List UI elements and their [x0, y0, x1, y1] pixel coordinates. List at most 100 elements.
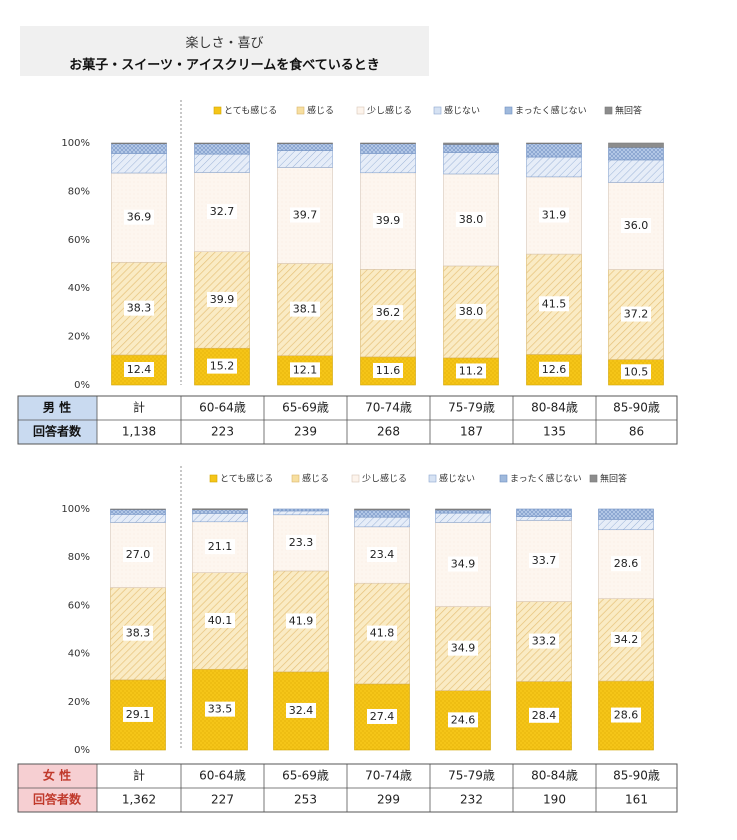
data-label: 40.1 — [208, 614, 233, 627]
data-label-bg — [290, 301, 320, 317]
data-label-bg — [373, 213, 403, 229]
table-respondent-count: 239 — [294, 425, 317, 439]
table-respondent-count: 135 — [543, 425, 566, 439]
bar-segment — [110, 508, 166, 510]
data-label: 32.4 — [289, 704, 314, 717]
data-label: 32.7 — [210, 205, 235, 218]
chart-title-line1: 楽しさ・喜び — [185, 36, 264, 51]
table-category-label: 70-74歳 — [365, 401, 412, 415]
bar-segment — [277, 150, 333, 168]
bar-segment — [192, 508, 248, 511]
y-tick-label: 60% — [68, 600, 90, 611]
bar-segment — [608, 147, 664, 161]
y-tick-label: 0% — [74, 380, 90, 391]
bar-segment — [608, 142, 664, 148]
data-label: 34.9 — [451, 642, 476, 655]
data-label-bg — [621, 218, 651, 234]
bar-segment — [194, 153, 250, 173]
table-category-label: 70-74歳 — [365, 769, 412, 783]
bar-segment — [194, 142, 250, 145]
legend-swatch — [428, 474, 437, 483]
table-respondent-count: 161 — [625, 793, 648, 807]
data-label: 12.4 — [127, 363, 152, 376]
bar-segment — [354, 508, 410, 511]
data-label: 41.5 — [542, 297, 567, 310]
data-label: 39.9 — [376, 214, 401, 227]
bar-segment — [192, 513, 248, 523]
data-label-bg — [539, 361, 569, 377]
table-group-label: 女 性 — [43, 768, 71, 783]
y-tick-label: 40% — [68, 649, 90, 660]
legend-label: 感じる — [307, 105, 334, 117]
table-respondent-count: 223 — [211, 425, 234, 439]
legend-label: 感じない — [444, 105, 480, 117]
bar-segment — [443, 144, 499, 153]
data-label-bg — [290, 362, 320, 378]
data-label-bg — [456, 303, 486, 319]
bar-segment — [273, 510, 329, 516]
data-label: 12.6 — [542, 363, 567, 376]
table-respondent-count: 86 — [629, 425, 644, 439]
data-label-bg — [373, 362, 403, 378]
table-category-label: 80-84歳 — [531, 401, 578, 415]
data-label-bg — [207, 291, 237, 307]
data-label-bg — [621, 364, 651, 380]
data-label: 34.9 — [451, 558, 476, 571]
data-label-bg — [367, 625, 397, 641]
bar-segment — [194, 143, 250, 155]
data-label: 41.8 — [370, 627, 395, 640]
data-label: 41.9 — [289, 614, 314, 627]
data-label: 29.1 — [126, 708, 151, 721]
bar-segment — [526, 143, 582, 158]
data-label-bg — [611, 707, 641, 723]
data-label-bg — [205, 612, 235, 628]
legend-label: 少し感じる — [367, 105, 412, 117]
y-tick-label: 40% — [68, 283, 90, 294]
table-category-label: 計 — [133, 768, 145, 783]
bar-segment — [110, 509, 166, 515]
data-label-bg — [456, 211, 486, 227]
bar-segment — [354, 516, 410, 528]
data-label-bg — [290, 207, 320, 223]
table-respondent-count: 232 — [460, 793, 483, 807]
table-category-label: 75-79歳 — [448, 769, 495, 783]
data-label: 21.1 — [208, 540, 233, 553]
data-label-bg — [529, 633, 559, 649]
data-label: 27.4 — [370, 710, 395, 723]
data-label: 23.3 — [289, 536, 314, 549]
table-header-cell — [18, 788, 97, 812]
data-label-bg — [123, 625, 153, 641]
bar-segment — [273, 508, 329, 512]
data-label: 36.2 — [376, 306, 401, 319]
data-label: 33.7 — [532, 554, 557, 567]
legend-swatch — [209, 474, 218, 483]
data-label-bg — [286, 534, 316, 550]
data-label: 36.0 — [624, 219, 649, 232]
bar-segment — [192, 509, 248, 514]
table-category-label: 65-69歳 — [282, 401, 329, 415]
legend-label: まったく感じない — [515, 105, 587, 117]
data-label-bg — [286, 613, 316, 629]
data-label: 28.6 — [614, 557, 639, 570]
legend-label: 少し感じる — [362, 473, 407, 485]
bar-segment — [360, 153, 416, 174]
legend-label: 無回答 — [615, 105, 642, 117]
table-respondent-count: 190 — [543, 793, 566, 807]
bar-segment — [111, 153, 167, 174]
data-label: 37.2 — [624, 308, 649, 321]
bar-segment — [526, 156, 582, 178]
legend-swatch — [213, 106, 222, 115]
data-label-bg — [286, 702, 316, 718]
data-label-bg — [367, 547, 397, 563]
bar-segment — [360, 143, 416, 154]
data-label: 33.5 — [208, 703, 233, 716]
bar-segment — [435, 509, 491, 514]
data-label: 11.6 — [376, 364, 401, 377]
table-respondents-label: 回答者数 — [33, 792, 82, 807]
data-label-bg — [205, 701, 235, 717]
legend-label: とても感じる — [224, 105, 277, 117]
data-label-bg — [529, 552, 559, 568]
bar-segment — [360, 142, 416, 145]
data-label-bg — [539, 296, 569, 312]
bar-segment — [277, 143, 333, 151]
